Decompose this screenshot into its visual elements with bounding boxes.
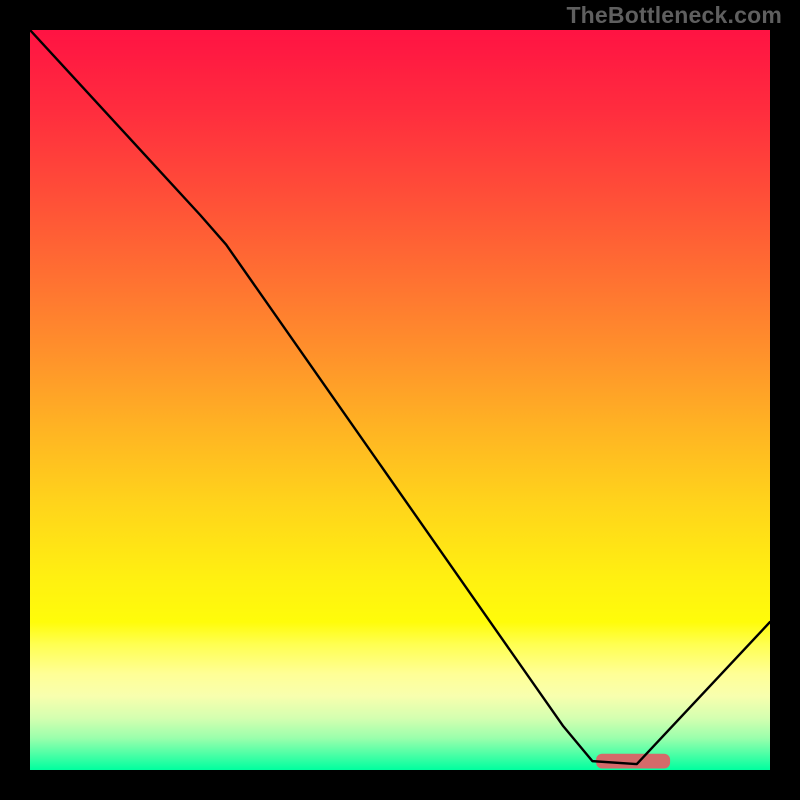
gradient-chart-svg — [30, 30, 770, 770]
chart-plot-area — [30, 30, 770, 770]
watermark-text: TheBottleneck.com — [566, 2, 782, 29]
gradient-background — [30, 30, 770, 770]
